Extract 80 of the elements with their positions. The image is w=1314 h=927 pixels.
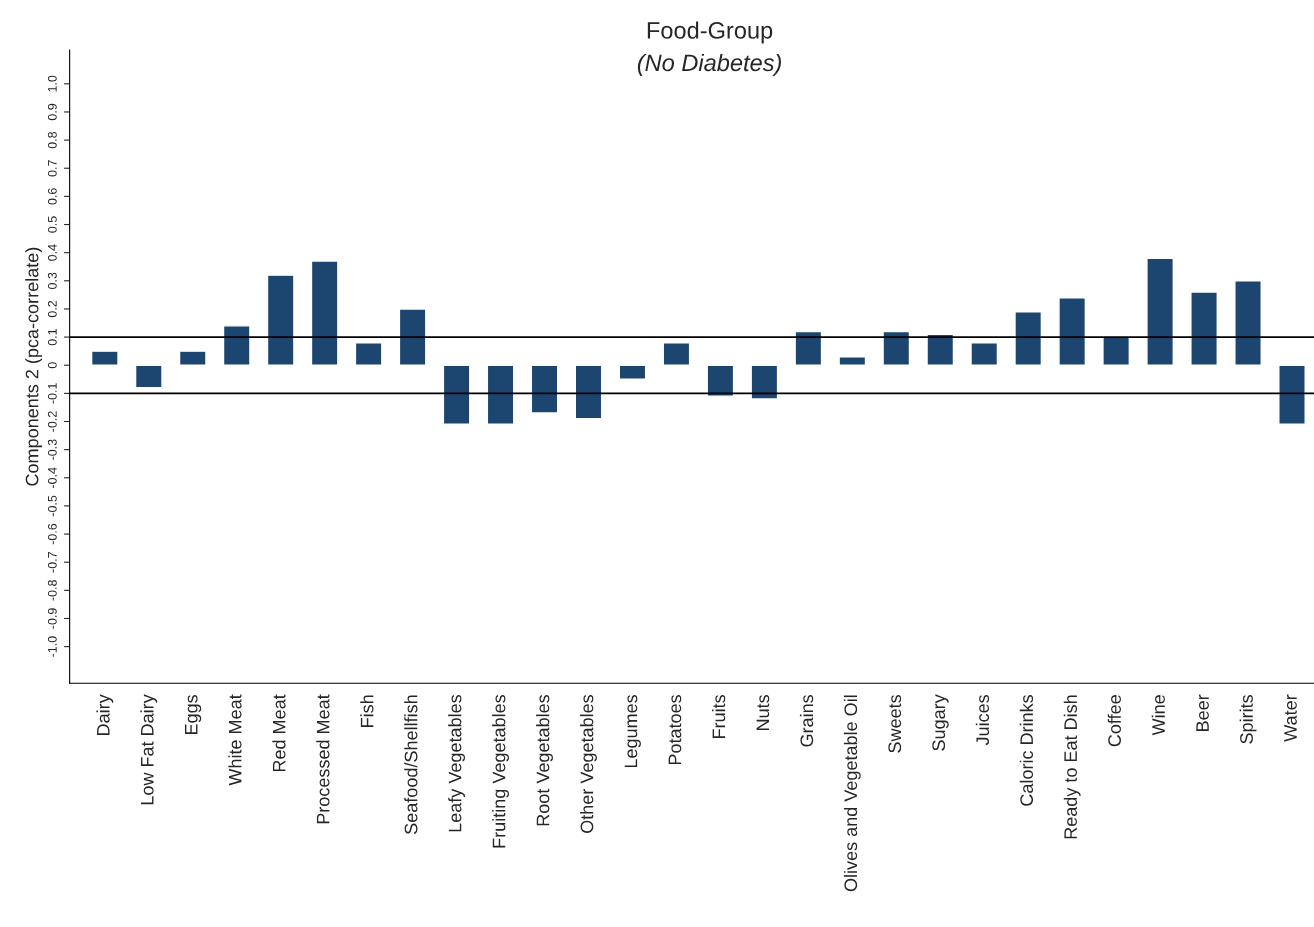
bar [706,364,735,397]
bar [1058,296,1087,366]
x-tick-label: Fruits [711,694,726,738]
bar [970,342,999,366]
y-tick-label: -0.7 [47,552,57,573]
x-tick-label: Juices [975,694,990,746]
x-tick-label: Legumes [624,694,641,768]
bar [1190,291,1218,366]
y-tick-label: 0.6 [47,188,57,205]
bar [134,364,163,389]
y-axis-title: Components 2 (pca-correlate) [25,247,43,486]
bar [1146,257,1174,366]
x-tick-label: Ready to Eat Dish [1063,695,1081,839]
chart-subtitle: (No Diabetes) [637,53,781,76]
x-tick-label: Root Vegetables [536,694,553,826]
y-tick-label: -0.5 [47,495,57,517]
y-tick-label: 1.0 [47,75,57,92]
y-tick-label: -0.4 [47,467,57,488]
bar [178,350,207,366]
x-tick-label: Potatoes [668,694,682,765]
bar [90,350,119,366]
bar [1102,336,1131,366]
x-tick-label: Water [1284,694,1297,742]
chart-title: Food-Group [647,21,773,44]
x-tick-label: Coffee [1107,695,1121,747]
bar [926,333,955,366]
x-tick-label: White Meat [228,694,242,786]
x-tick-label: Spirits [1239,694,1257,744]
x-tick-label: Fish [360,695,374,727]
x-tick-label: Caloric Drinks [1019,694,1034,806]
y-tick-label: -0.1 [47,383,57,404]
x-tick-label: Seafood/Shellfish [404,695,418,835]
bar [794,330,823,366]
bar [618,364,647,380]
bar [1278,364,1306,426]
y-tick-label: -0.9 [47,608,57,629]
bar [354,342,383,366]
x-tick-label: Fruiting Vegetables [492,694,509,848]
x-tick-label: Sugary [932,694,949,751]
x-tick-label: Sweets [888,694,902,753]
x-tick-label: Other Vegetables [580,694,597,833]
bar [882,330,911,366]
y-tick-label: 0.8 [47,131,57,149]
x-tick-label: Eggs [185,694,202,734]
y-tick-label: 0.1 [47,329,57,346]
y-tick-label: 0.7 [47,160,57,177]
y-tick-label: -1.0 [47,636,57,657]
y-tick-label: -0.2 [47,411,57,432]
y-tick-label: -0.8 [47,580,57,601]
y-tick-label: 0.4 [47,244,57,261]
y-tick-label: 0.3 [47,272,57,289]
y-tick-label: 0.5 [47,216,57,233]
y-tick-label: -0.6 [47,523,57,545]
bar [442,364,471,426]
y-tick-label: 0.2 [47,300,57,318]
y-tick-label: 0 [47,362,57,369]
x-tick-label: Dairy [96,694,114,735]
bar [574,364,603,420]
bar [310,260,339,366]
x-tick-label: Low Fat Dairy [140,694,158,805]
x-tick-label: Beer [1196,694,1209,731]
x-tick-label: Red Meat [272,694,286,772]
x-tick-label: Leafy Vegetables [448,694,465,832]
bar [838,356,867,366]
bar [266,274,295,366]
y-tick-label: -0.3 [47,439,57,460]
bar [222,325,251,366]
x-tick-label: Processed Meat [316,694,330,824]
bar [1014,311,1043,366]
bar [530,364,559,414]
bar [486,364,515,426]
bar [398,308,427,366]
bar [662,342,691,366]
bar [1234,280,1262,366]
x-tick-label: Wine [1151,695,1165,736]
y-tick-label: 0.9 [47,103,57,121]
x-tick-label: Nuts [756,694,770,730]
bar [750,364,779,400]
x-tick-label: Olives and Vegetable Oil [843,695,861,892]
x-tick-label: Grains [799,694,814,747]
